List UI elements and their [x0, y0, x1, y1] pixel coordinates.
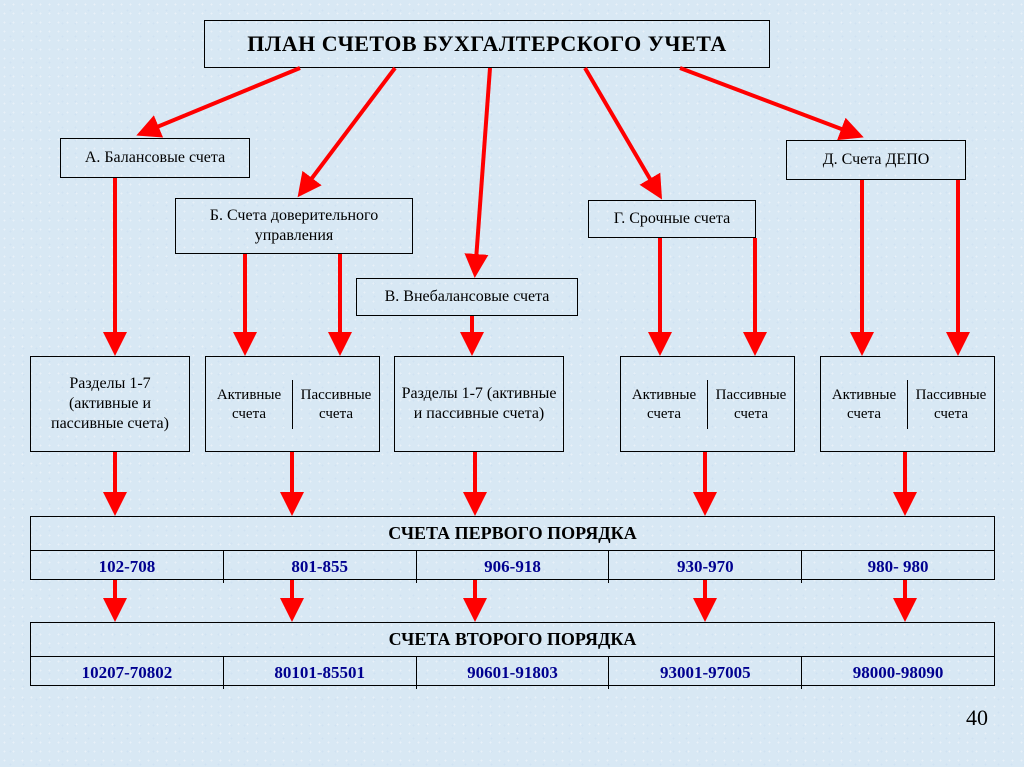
second-order-header: СЧЕТА ВТОРОГО ПОРЯДКА [31, 623, 994, 657]
midbox-a-label: Разделы 1-7 (активные и пассивные счета) [37, 374, 183, 434]
category-d-label: Д. Счета ДЕПО [823, 150, 930, 170]
title-box: ПЛАН СЧЕТОВ БУХГАЛТЕРСКОГО УЧЕТА [204, 20, 770, 68]
midbox-b: Активные счета Пассивные счета [205, 356, 380, 452]
second-order-cell: 98000-98090 [801, 657, 994, 689]
first-order-cell: 980- 980 [801, 551, 994, 583]
midbox-b-passive: Пассивные счета [292, 380, 379, 429]
category-a: А. Балансовые счета [60, 138, 250, 178]
midbox-g-active: Активные счета [621, 380, 707, 429]
title-text: ПЛАН СЧЕТОВ БУХГАЛТЕРСКОГО УЧЕТА [247, 30, 726, 58]
midbox-b-active: Активные счета [206, 380, 292, 429]
category-a-label: А. Балансовые счета [85, 148, 225, 168]
second-order-cells: 10207-70802 80101-85501 90601-91803 9300… [31, 657, 994, 689]
midbox-g-passive: Пассивные счета [707, 380, 794, 429]
midbox-d-passive: Пассивные счета [907, 380, 994, 429]
first-order-cells: 102-708 801-855 906-918 930-970 980- 980 [31, 551, 994, 583]
midbox-d: Активные счета Пассивные счета [820, 356, 995, 452]
first-order-cell: 102-708 [31, 551, 223, 583]
midbox-d-active: Активные счета [821, 380, 907, 429]
first-order-cell: 930-970 [608, 551, 801, 583]
category-v: В. Внебалансовые счета [356, 278, 578, 316]
midbox-v-label: Разделы 1-7 (активные и пассивные счета) [401, 384, 557, 424]
first-order-table: СЧЕТА ПЕРВОГО ПОРЯДКА 102-708 801-855 90… [30, 516, 995, 580]
category-v-label: В. Внебалансовые счета [385, 287, 550, 307]
first-order-cell: 906-918 [416, 551, 609, 583]
second-order-cell: 10207-70802 [31, 657, 223, 689]
midbox-v: Разделы 1-7 (активные и пассивные счета) [394, 356, 564, 452]
first-order-cell: 801-855 [223, 551, 416, 583]
second-order-cell: 93001-97005 [608, 657, 801, 689]
category-g-label: Г. Срочные счета [614, 209, 730, 229]
page-number: 40 [966, 705, 988, 731]
category-g: Г. Срочные счета [588, 200, 756, 238]
second-order-cell: 90601-91803 [416, 657, 609, 689]
category-b: Б. Счета доверительного управления [175, 198, 413, 254]
category-b-label: Б. Счета доверительного управления [182, 206, 406, 246]
category-d: Д. Счета ДЕПО [786, 140, 966, 180]
second-order-cell: 80101-85501 [223, 657, 416, 689]
second-order-table: СЧЕТА ВТОРОГО ПОРЯДКА 10207-70802 80101-… [30, 622, 995, 686]
midbox-a: Разделы 1-7 (активные и пассивные счета) [30, 356, 190, 452]
first-order-header: СЧЕТА ПЕРВОГО ПОРЯДКА [31, 517, 994, 551]
midbox-g: Активные счета Пассивные счета [620, 356, 795, 452]
